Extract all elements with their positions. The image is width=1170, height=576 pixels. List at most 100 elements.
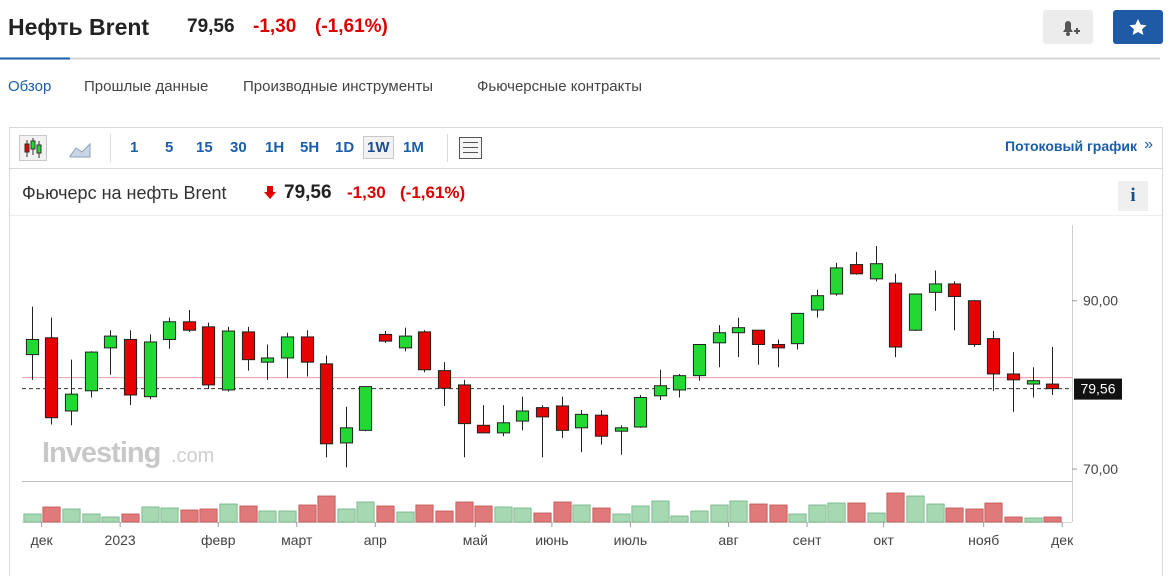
candle-body — [319, 363, 334, 445]
watchlist-button[interactable] — [1113, 10, 1163, 44]
volume-bar — [42, 506, 61, 523]
x-tick-label: апр — [364, 532, 387, 548]
candle-body — [712, 332, 727, 344]
interval[interactable]: 5 — [165, 139, 174, 156]
tab[interactable]: Обзор — [8, 78, 52, 95]
candle-body — [829, 267, 844, 295]
candle-body — [928, 283, 943, 293]
volume-bar — [867, 512, 886, 523]
volume-bar — [749, 503, 768, 523]
x-tick-label: июль — [614, 532, 647, 548]
volume-bar — [160, 507, 179, 523]
volume-bar — [474, 505, 493, 523]
interval[interactable]: 5H — [300, 139, 320, 156]
indicator-icon[interactable] — [459, 137, 482, 159]
info-button[interactable]: i — [1118, 181, 1148, 211]
candle-body — [771, 344, 786, 349]
volume-bar — [356, 501, 375, 523]
area-icon[interactable] — [69, 142, 91, 158]
candle-body — [162, 321, 177, 340]
volume-bar — [455, 501, 474, 523]
candle-body — [280, 336, 295, 359]
volume-bar — [945, 507, 964, 523]
candle-body — [476, 424, 491, 434]
alert-button[interactable] — [1043, 10, 1093, 44]
chart-price: 79,56 — [284, 182, 332, 203]
volume-bar — [847, 502, 866, 523]
volume-bar — [199, 508, 218, 523]
volume-bar — [926, 503, 945, 523]
volume-bar — [219, 503, 238, 523]
candle-body — [614, 427, 629, 432]
candle-body — [653, 385, 668, 397]
chart-title: Фьючерс на нефть Brent — [22, 183, 227, 203]
volume-bar — [827, 502, 846, 523]
candle-body — [574, 413, 589, 429]
x-tick-label: май — [463, 532, 488, 548]
change-pct: (-1,61%) — [315, 16, 388, 37]
watermark-suffix: .com — [171, 445, 214, 467]
interval[interactable]: 1H — [265, 139, 285, 156]
candle-icon[interactable] — [19, 135, 47, 161]
chart-change-pct: (-1,61%) — [400, 183, 466, 202]
x-tick-label: авг — [718, 532, 738, 548]
candle-body — [986, 338, 1001, 375]
interval[interactable]: 1D — [335, 139, 355, 156]
candle-body — [44, 337, 59, 419]
volume-bar — [258, 510, 277, 523]
candle-body — [64, 393, 79, 412]
candle-body — [25, 338, 40, 356]
x-tick-label: окт — [873, 532, 894, 548]
candle-body — [594, 414, 609, 437]
volume-bar — [690, 510, 709, 523]
candle-body — [535, 407, 550, 418]
candle-body — [555, 405, 570, 431]
candle-body — [967, 300, 982, 346]
candle-body — [692, 344, 707, 377]
volume-bar — [984, 502, 1003, 523]
volume-bar — [435, 510, 454, 523]
volume-bar — [906, 495, 925, 523]
tab[interactable]: Производные инструменты — [243, 78, 433, 95]
candle-body — [457, 384, 472, 425]
x-tick-label: нояб — [968, 532, 999, 548]
candle-body — [496, 422, 511, 434]
candle-body — [398, 335, 413, 349]
volume-bar — [101, 516, 120, 523]
interval[interactable]: 1W — [363, 136, 394, 159]
star-icon — [1129, 19, 1147, 35]
interval[interactable]: 1 — [130, 139, 139, 156]
candle-body — [143, 341, 158, 398]
x-tick-label: март — [281, 532, 313, 548]
volume-bar — [23, 513, 42, 523]
volume-bar — [337, 508, 356, 523]
candle-body — [358, 386, 373, 431]
x-tick-label: дек — [31, 532, 54, 548]
candle-body — [908, 293, 923, 331]
interval[interactable]: 15 — [196, 139, 213, 156]
volume-bar — [278, 510, 297, 523]
volume-bar — [141, 506, 160, 523]
volume-bar — [769, 504, 788, 523]
bell-icon — [1063, 21, 1080, 36]
candle-body — [260, 357, 275, 363]
down-arrow — [264, 186, 276, 199]
chart-frame — [9, 127, 1163, 576]
tab[interactable]: Прошлые данные — [84, 78, 209, 95]
interval[interactable]: 1M — [403, 139, 424, 156]
volume-bar — [788, 513, 807, 523]
volume-bar — [494, 506, 513, 523]
candle-body — [515, 410, 530, 422]
interval[interactable]: 30 — [230, 139, 247, 156]
stream-link[interactable]: Потоковый график — [1005, 138, 1137, 154]
x-tick-label: 2023 — [105, 532, 136, 548]
volume-bar — [729, 500, 748, 523]
last-price-tag: 79,56 — [1074, 378, 1122, 400]
volume-bar — [239, 505, 258, 523]
tab[interactable]: Фьючерсные контракты — [477, 78, 643, 95]
candle-body — [947, 283, 962, 298]
volume-bar — [1043, 516, 1062, 523]
volume-bar — [651, 500, 670, 523]
volume-bar — [1004, 516, 1023, 523]
